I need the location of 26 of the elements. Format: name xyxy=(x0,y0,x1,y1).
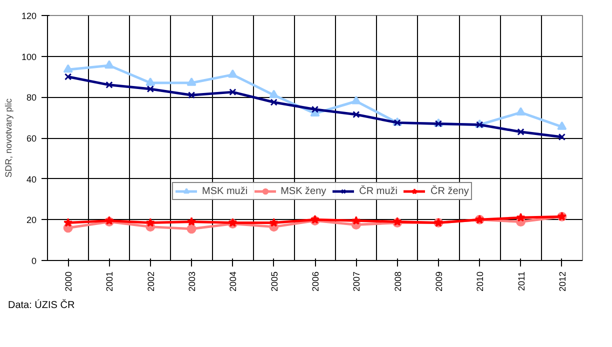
legend-label: ČR ženy xyxy=(430,185,469,197)
y-tick-label: 20 xyxy=(26,215,37,226)
x-tick-label: 2008 xyxy=(392,271,403,292)
y-tick-label: 0 xyxy=(31,256,37,266)
legend-label: ČR muži xyxy=(359,185,398,197)
x-tick-label: 2011 xyxy=(516,271,526,291)
y-tick-label: 60 xyxy=(26,134,37,144)
x-tick-label: 2007 xyxy=(352,271,362,292)
x-tick-label: 2012 xyxy=(557,271,568,292)
x-tick-label: 2003 xyxy=(187,271,198,292)
x-tick-label: 2005 xyxy=(269,271,280,292)
y-tick-label: 120 xyxy=(21,11,37,21)
y-axis-title: SDR, novotvary plic xyxy=(3,98,14,178)
y-tick-label: 40 xyxy=(26,174,37,184)
x-tick-label: 2004 xyxy=(228,271,238,292)
y-tick-label: 80 xyxy=(26,92,37,103)
x-tick-label: 2006 xyxy=(310,271,320,292)
x-tick-label: 2009 xyxy=(434,271,444,292)
legend-label: MSK muži xyxy=(202,185,248,197)
x-tick-label: 2000 xyxy=(64,271,74,292)
x-tick-label: 2002 xyxy=(146,271,156,292)
x-tick-label: 2001 xyxy=(104,271,115,292)
legend-label: MSK ženy xyxy=(280,185,326,197)
text: Data: ÚZIS ČR xyxy=(8,299,75,313)
y-tick-label: 100 xyxy=(21,52,37,62)
x-tick-label: 2010 xyxy=(475,271,486,292)
